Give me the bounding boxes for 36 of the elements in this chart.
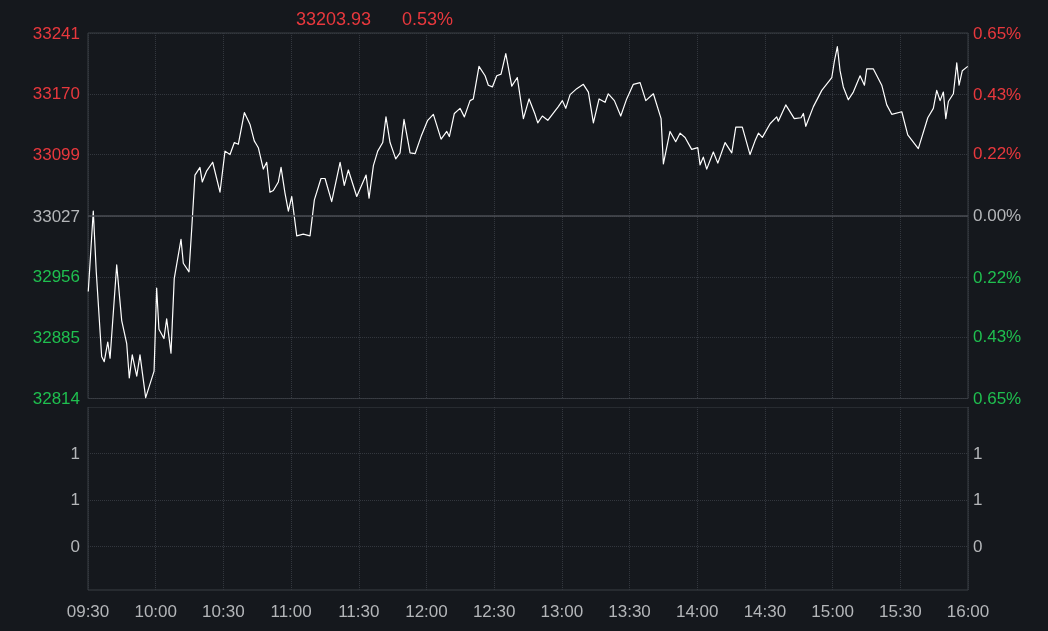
- x-tick-label: 09:30: [66, 602, 110, 621]
- y2-tick-label: 0.43%: [973, 85, 1022, 105]
- y-tick-label: 32956: [32, 267, 80, 287]
- x-tick-label: 14:30: [743, 602, 787, 621]
- x-tick-label: 13:00: [540, 602, 584, 621]
- x-tick-label: 10:00: [134, 602, 177, 621]
- x-tick-label: 12:30: [472, 602, 516, 621]
- x-tick-label: 10:30: [202, 602, 245, 621]
- y2-tick-label: 1: [973, 443, 983, 463]
- x-tick-label: 15:30: [879, 602, 922, 621]
- x-tick-label: 15:00: [811, 602, 854, 621]
- y-tick-label: 1: [70, 443, 80, 463]
- chart-subtitle: 0.53%: [402, 9, 454, 29]
- y2-tick-label: 1: [973, 490, 983, 510]
- y-tick-label: 33170: [32, 84, 80, 104]
- y2-tick-label: 0.22%: [973, 268, 1022, 288]
- x-tick-label: 13:30: [608, 602, 651, 621]
- y2-tick-label: 0.43%: [973, 327, 1022, 347]
- y-tick-label: 32885: [32, 328, 80, 348]
- y2-tick-label: 0.65%: [973, 23, 1022, 43]
- y-tick-label: 1: [70, 490, 80, 510]
- y2-tick-label: 0: [973, 536, 983, 556]
- x-tick-label: 14:00: [675, 602, 719, 621]
- y2-tick-label: 0.00%: [973, 206, 1022, 226]
- y-tick-label: 33027: [32, 206, 80, 226]
- y2-tick-label: 0.22%: [973, 144, 1022, 164]
- y-tick-label: 33241: [32, 23, 80, 43]
- y2-tick-label: 0.65%: [973, 389, 1022, 408]
- y-tick-label: 33099: [32, 145, 80, 165]
- y-tick-label: 32814: [32, 389, 80, 408]
- y-tick-label: 0: [70, 536, 80, 556]
- x-tick-label: 11:00: [270, 602, 312, 621]
- chart-title: 33203.93: [296, 9, 372, 29]
- x-tick-label: 16:00: [946, 602, 990, 621]
- x-tick-label: 11:30: [338, 602, 380, 621]
- x-tick-label: 12:00: [405, 602, 448, 621]
